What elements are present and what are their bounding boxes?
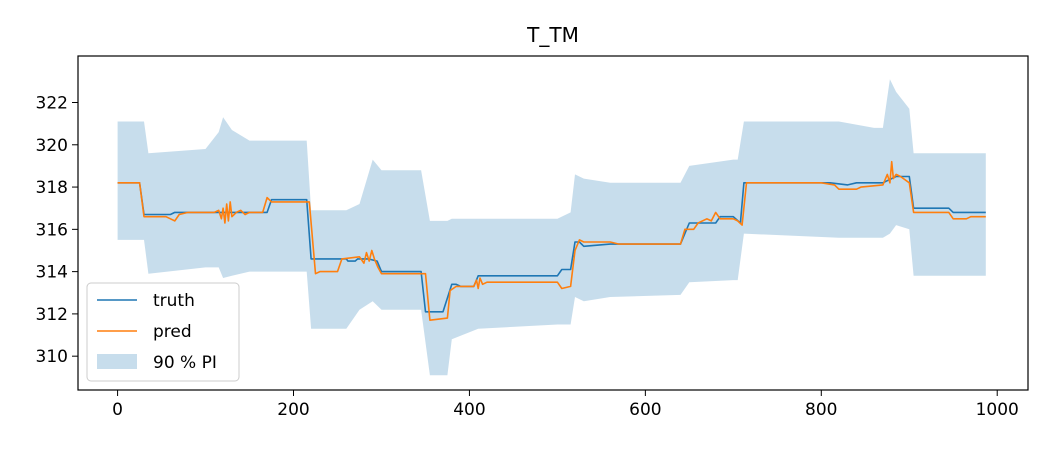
y-tick-label: 314 xyxy=(36,263,68,283)
x-axis: 0 200 400 600 800 1000 xyxy=(112,390,1019,420)
y-tick-label: 310 xyxy=(36,347,68,367)
chart-title: T_TM xyxy=(526,23,579,47)
y-axis: 310 312 314 316 318 320 322 xyxy=(36,94,78,367)
plot-area-frame xyxy=(77,55,1029,391)
legend-label: truth xyxy=(153,291,195,311)
x-tick-label: 200 xyxy=(277,400,309,420)
legend-box xyxy=(86,282,240,382)
x-tick-label: 0 xyxy=(112,400,123,420)
legend: truth pred 90 % PI xyxy=(86,282,240,382)
y-tick-label: 320 xyxy=(36,136,68,156)
series-line-pred xyxy=(117,160,986,322)
series-layer xyxy=(117,160,986,322)
legend-label: 90 % PI xyxy=(153,353,217,373)
x-tick-label: 400 xyxy=(453,400,485,420)
legend-swatch-pi xyxy=(97,354,137,369)
x-tick-label: 600 xyxy=(629,400,661,420)
band-90-pi xyxy=(117,79,986,376)
x-tick-label: 800 xyxy=(805,400,837,420)
y-tick-label: 316 xyxy=(36,220,68,240)
y-tick-label: 322 xyxy=(36,94,68,114)
y-tick-label: 318 xyxy=(36,178,68,198)
series-line-truth xyxy=(117,175,986,313)
prediction-interval-band xyxy=(117,79,986,376)
legend-label: pred xyxy=(153,322,192,342)
x-tick-label: 1000 xyxy=(976,400,1019,420)
y-tick-label: 312 xyxy=(36,305,68,325)
